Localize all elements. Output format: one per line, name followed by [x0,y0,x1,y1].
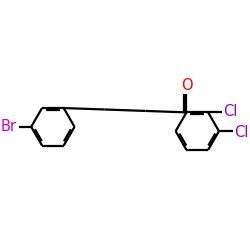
Text: Cl: Cl [223,104,237,119]
Text: O: O [181,78,192,92]
Text: Br: Br [0,119,16,134]
Text: Cl: Cl [234,125,248,140]
